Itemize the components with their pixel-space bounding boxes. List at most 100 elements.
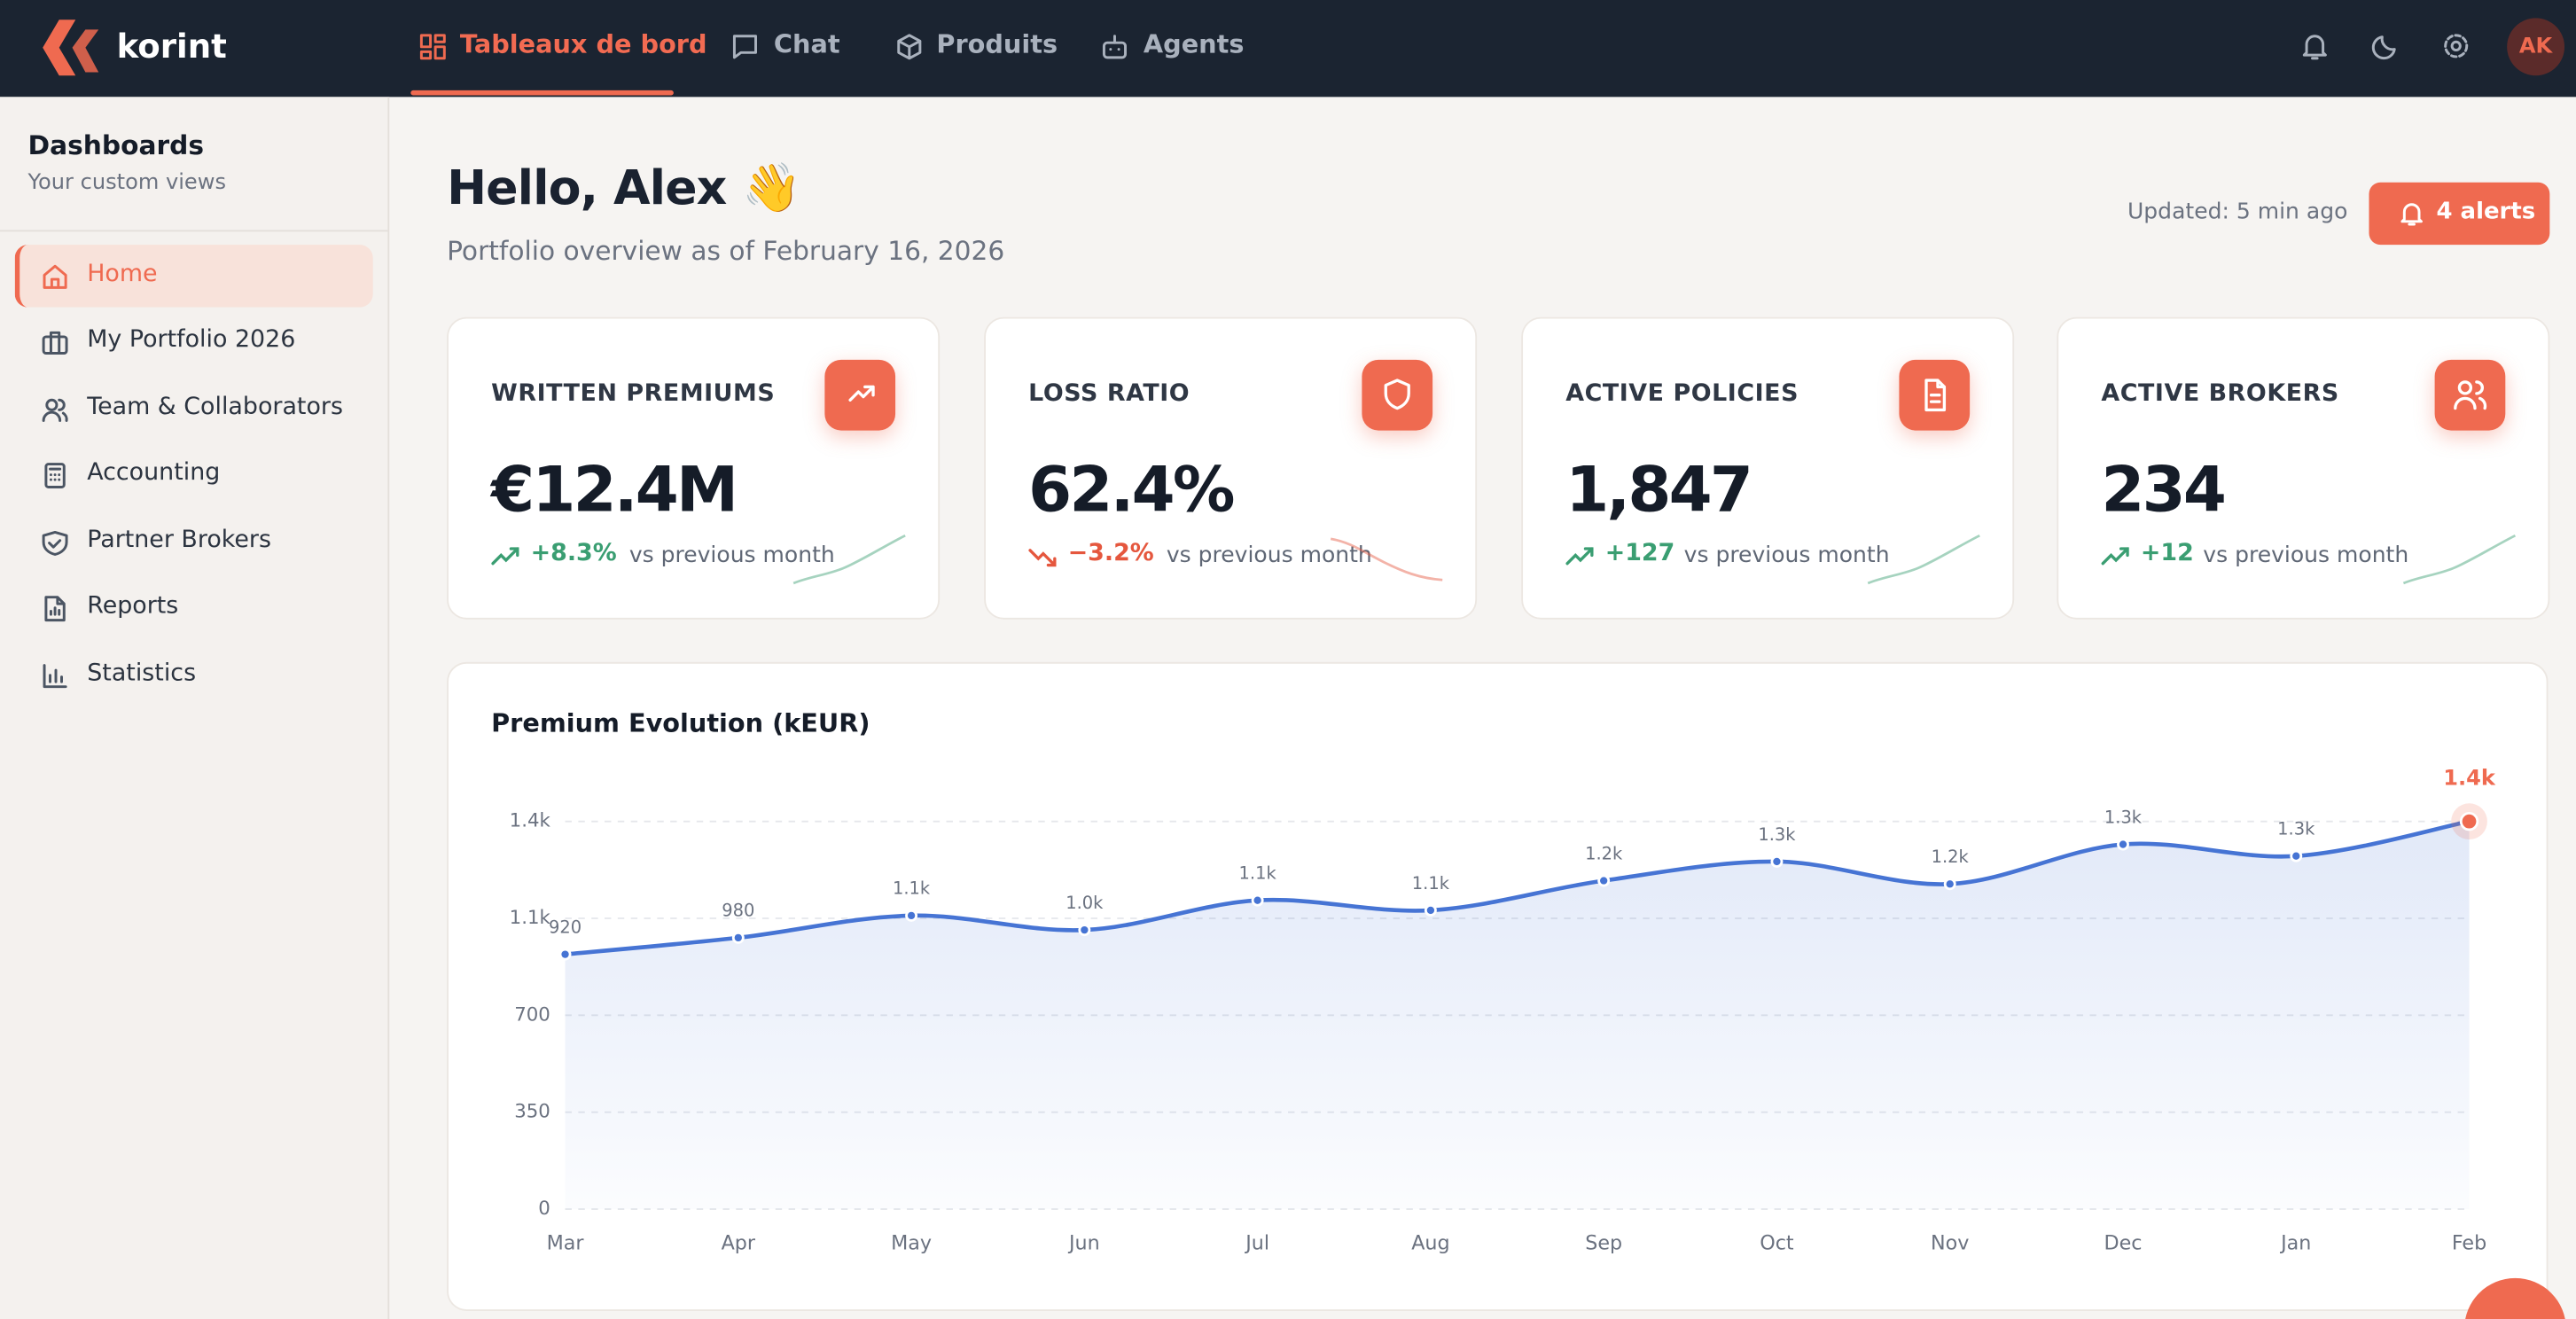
kpi-card: LOSS RATIO 62.4% −3.2% vs previous month	[984, 316, 1478, 620]
x-tick-label: May	[891, 1231, 932, 1254]
avatar[interactable]: AK	[2507, 18, 2565, 76]
logo	[43, 20, 99, 76]
value-label: 1.3k	[1758, 824, 1796, 845]
item-icon	[42, 331, 68, 355]
value-label: 1.3k	[2277, 819, 2315, 839]
value-label: 1.1k	[893, 878, 931, 899]
y-tick-label: 700	[514, 1003, 550, 1026]
nav-tab[interactable]: Chat	[773, 29, 840, 59]
kpi-label: WRITTEN PREMIUMS	[491, 380, 776, 408]
kpi-icon	[1362, 359, 1433, 431]
trend-arrow	[1028, 549, 1057, 567]
sidebar-item[interactable]: Home	[87, 261, 158, 288]
spark-path	[1330, 537, 1443, 581]
nav-icon	[419, 34, 446, 60]
x-tick-label: Jul	[1244, 1231, 1269, 1254]
kpi-icon	[1899, 359, 1971, 431]
nav-tab[interactable]: Agents	[1143, 29, 1245, 59]
area-fill	[565, 821, 2470, 1210]
point	[1251, 894, 1264, 907]
kpi-change: +127	[1604, 540, 1675, 567]
x-tick-label: Dec	[2104, 1231, 2142, 1254]
item-icon	[44, 596, 66, 622]
sparkline	[1330, 537, 1443, 581]
sidebar: Dashboards Your custom views Home My Por…	[0, 97, 390, 1319]
kpi-change: −3.2%	[1067, 540, 1154, 567]
x-tick-label: Mar	[547, 1231, 585, 1254]
item-icon	[42, 398, 68, 422]
item-icon	[42, 530, 68, 556]
kpi-note: vs previous month	[1166, 542, 1372, 569]
sidebar-item[interactable]: Partner Brokers	[87, 527, 271, 554]
alerts-label[interactable]: 4 alerts	[2436, 199, 2536, 225]
item-icon	[44, 463, 66, 488]
nav-icon	[1102, 35, 1128, 59]
arrow-path	[491, 547, 519, 566]
icon-path	[848, 385, 875, 402]
kpi-icon	[824, 359, 896, 431]
item-icon	[43, 664, 67, 689]
nav-tab[interactable]: Produits	[936, 29, 1058, 59]
arrow-path	[2101, 547, 2129, 566]
kpi-value: 1,847	[1565, 453, 1753, 527]
nav-tab-active[interactable]: Tableaux de bord	[459, 29, 707, 59]
item-icon	[43, 264, 67, 289]
sparkline	[1867, 534, 1980, 585]
trend-arrow	[1565, 547, 1594, 566]
kpi-label: ACTIVE POLICIES	[1565, 380, 1799, 408]
x-tick-label: Jan	[2279, 1231, 2311, 1254]
icon	[2454, 380, 2487, 410]
icon	[1384, 379, 1410, 410]
kpi-value: 234	[2101, 453, 2226, 527]
separator	[0, 230, 388, 232]
x-tick-label: Feb	[2452, 1231, 2486, 1254]
icon-path	[1384, 379, 1410, 410]
point	[731, 931, 745, 944]
sidebar-item[interactable]: Team & Collaborators	[87, 394, 343, 421]
sidebar-item[interactable]: Statistics	[87, 660, 197, 687]
sidebar-item[interactable]: Reports	[87, 593, 179, 620]
value-label: 1.0k	[1066, 893, 1104, 913]
kpi-change: +8.3%	[530, 540, 617, 567]
kpi-note: vs previous month	[2203, 542, 2409, 569]
greeting: Hello, Alex 👋	[447, 159, 801, 215]
trend-arrow	[2101, 547, 2129, 566]
icon-path	[1924, 379, 1947, 412]
point	[1770, 855, 1784, 868]
sidebar-item[interactable]: Accounting	[87, 459, 221, 487]
kpi-card: ACTIVE BROKERS 234 +12 vs previous month	[2057, 316, 2550, 620]
chart-card: Premium Evolution (kEUR) 0 350 700 1.1k 1.4k…	[447, 661, 2549, 1311]
x-tick-label: Apr	[722, 1231, 756, 1254]
alerts-button[interactable]: 4 alerts	[2369, 182, 2550, 246]
brand: korint	[116, 26, 227, 66]
point	[2290, 849, 2303, 862]
sidebar-item[interactable]: My Portfolio 2026	[87, 326, 296, 354]
updated-label: Updated: 5 min ago	[2127, 199, 2348, 225]
settings-icon[interactable]	[2441, 31, 2471, 60]
point	[2117, 838, 2129, 851]
value-label: 1.4k	[2443, 765, 2496, 790]
value-label: 1.3k	[2104, 807, 2143, 827]
trend-arrow	[491, 547, 519, 566]
arrow-path	[1565, 547, 1594, 566]
bell-icon	[2400, 203, 2423, 226]
value-label: 1.2k	[1585, 843, 1623, 863]
active-item[interactable]	[14, 245, 373, 308]
tab-underline	[410, 90, 674, 96]
spark-path	[1867, 534, 1980, 585]
spark-path	[2402, 534, 2517, 585]
theme-icon[interactable]	[2370, 31, 2400, 60]
kpi-value: €12.4M	[491, 453, 738, 527]
y-tick-label: 0	[538, 1198, 550, 1220]
chart-title: Premium Evolution (kEUR)	[491, 707, 870, 738]
kpi-icon	[2434, 359, 2506, 431]
value-label: 920	[549, 917, 582, 937]
bell-icon[interactable]	[2300, 31, 2330, 60]
page-subtitle: Portfolio overview as of February 16, 20…	[447, 235, 1005, 267]
x-tick-label: Aug	[1411, 1231, 1449, 1254]
sparkline	[2402, 534, 2517, 585]
icon	[848, 385, 875, 402]
kpi-note: vs previous month	[1683, 542, 1890, 569]
value-label: 1.1k	[1239, 863, 1277, 884]
